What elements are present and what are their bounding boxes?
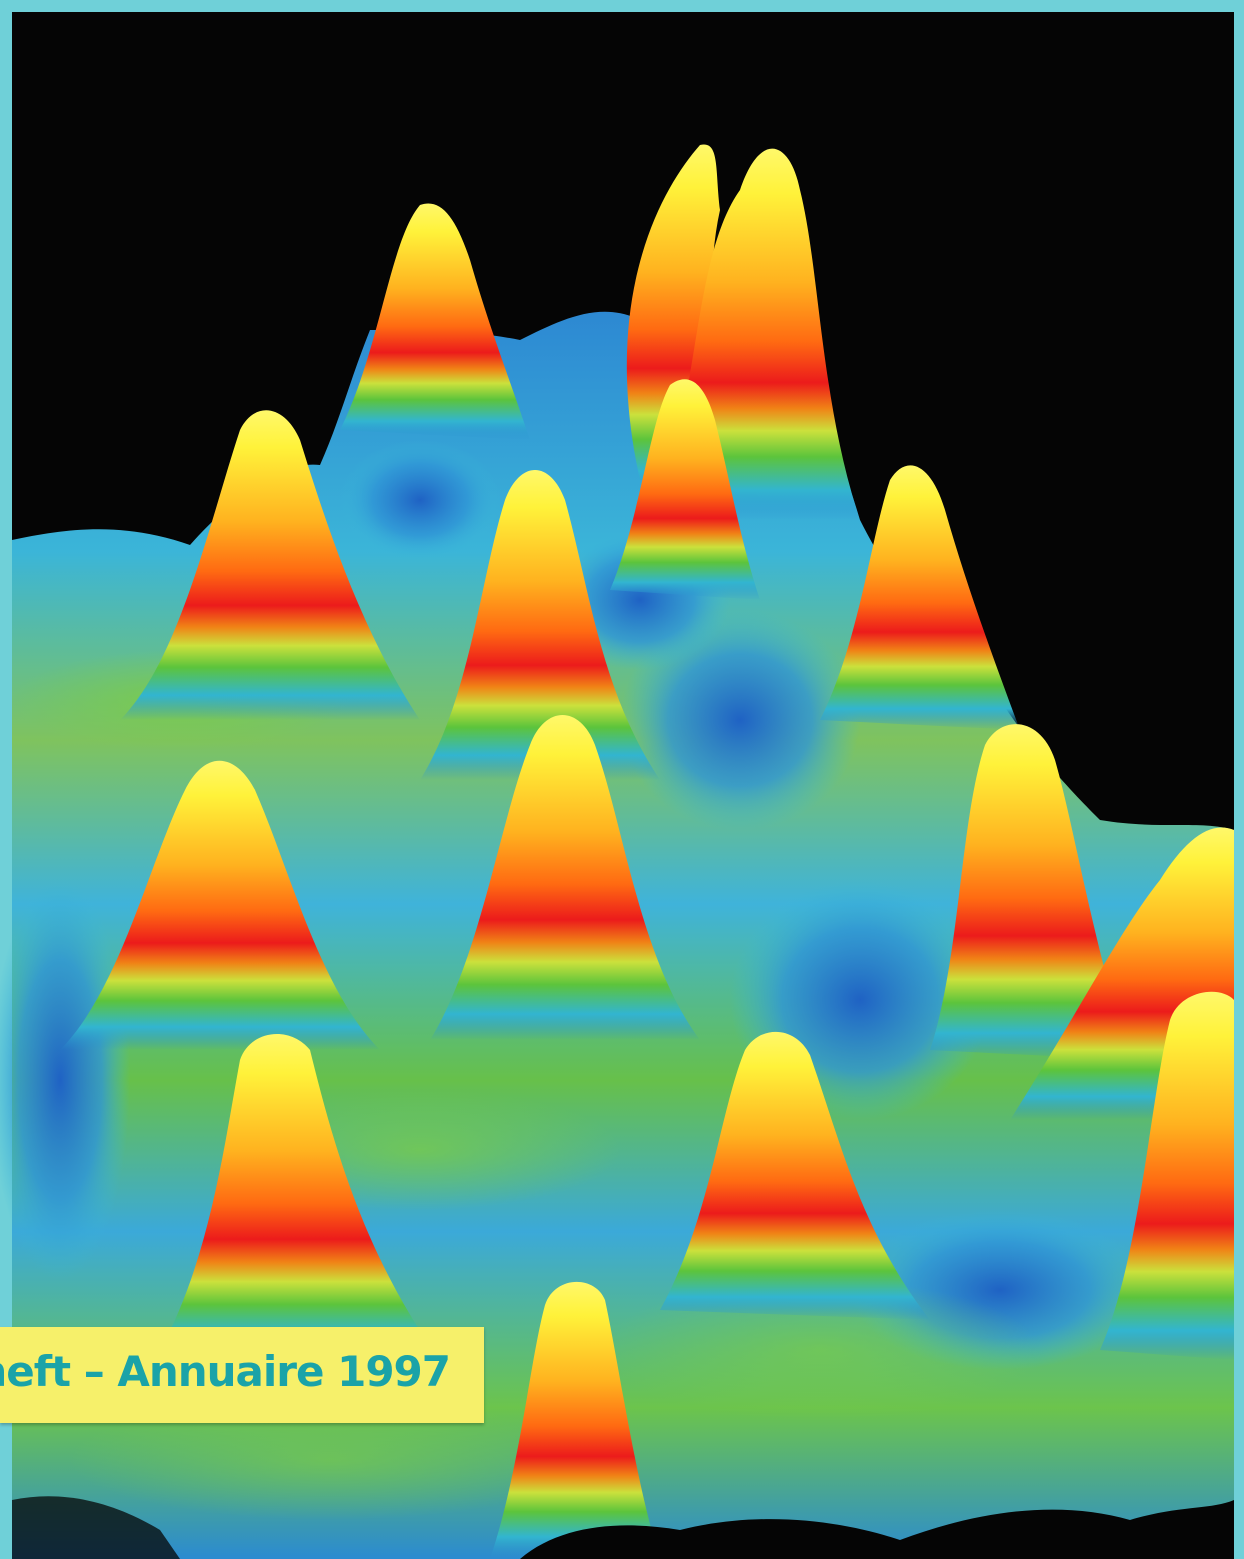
peak [820, 465, 1020, 730]
peak [1100, 991, 1234, 1360]
peak [120, 410, 420, 720]
black-foreground-shadow [12, 1496, 180, 1559]
peak [420, 470, 660, 780]
peak [340, 203, 530, 440]
peak [160, 1033, 440, 1360]
title-banner: resheft – Annuaire 1997 [0, 1327, 484, 1423]
valley [620, 610, 860, 830]
peak [610, 379, 760, 600]
peak [490, 1281, 660, 1559]
peak [930, 724, 1130, 1060]
valley [340, 440, 500, 560]
valley [0, 880, 130, 1280]
peak [430, 715, 700, 1040]
peak [60, 760, 380, 1050]
cover-title: resheft – Annuaire 1997 [0, 1347, 451, 1396]
plateau [600, 1280, 1040, 1420]
plateau [70, 1400, 590, 1520]
peak [660, 1031, 930, 1320]
black-foreground-shadow [520, 1500, 1234, 1559]
